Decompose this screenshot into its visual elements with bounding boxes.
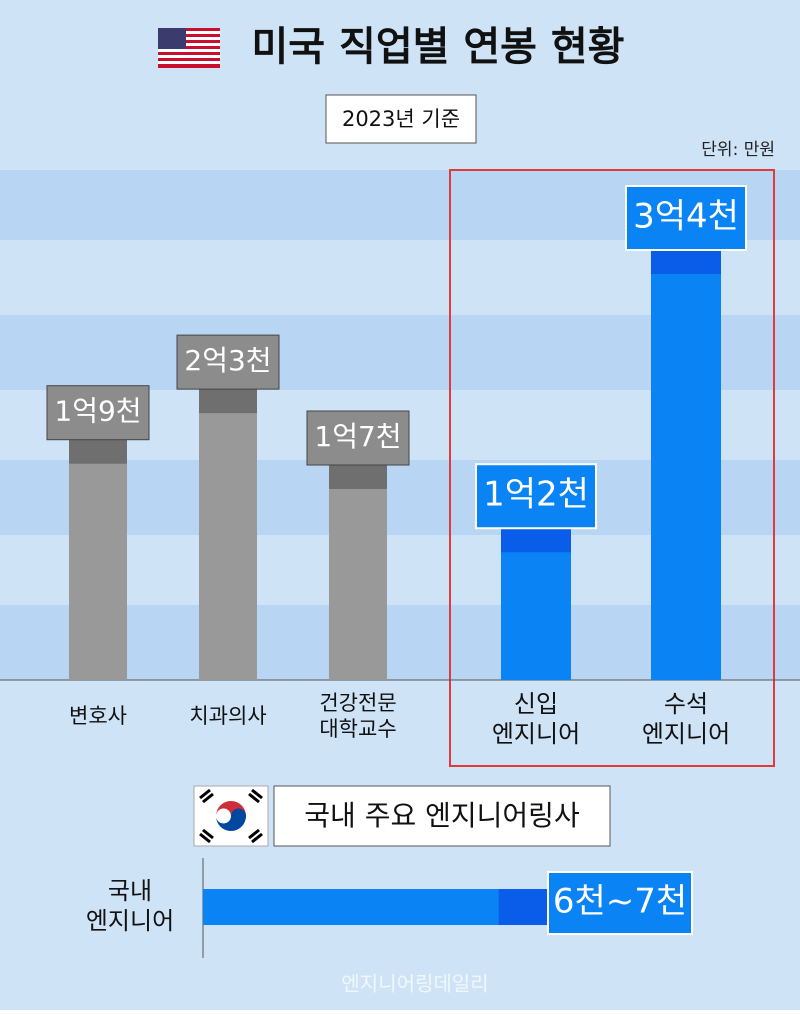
bar bbox=[501, 528, 571, 680]
us-flag bbox=[158, 28, 220, 68]
value-label-box bbox=[306, 410, 410, 466]
section-box bbox=[273, 785, 611, 847]
bar-cap bbox=[501, 528, 571, 553]
value-label-box bbox=[475, 463, 597, 530]
watermark: 엔지니어링데일리 bbox=[341, 972, 488, 996]
bar bbox=[329, 465, 387, 680]
unit: 단위: 만원 bbox=[701, 140, 775, 160]
bar-cap bbox=[651, 250, 721, 274]
section-title: 국내 주요 엔지니어링사 bbox=[304, 799, 579, 832]
value-label-box bbox=[547, 871, 693, 935]
range-segment bbox=[498, 889, 548, 925]
value-label: 2억3천 bbox=[184, 344, 271, 377]
value-label-box bbox=[625, 185, 747, 251]
value-label-box bbox=[176, 334, 280, 390]
value-label: 1억9천 bbox=[54, 395, 141, 428]
value-label: 3억4천 bbox=[633, 197, 739, 237]
category-label: 변호사 bbox=[69, 704, 127, 728]
category-label: 치과의사 bbox=[189, 704, 266, 728]
bar-cap bbox=[329, 465, 387, 489]
highlight-box bbox=[449, 169, 775, 767]
bar-cap bbox=[199, 389, 257, 414]
category-label: 신입 엔지니어 bbox=[492, 690, 580, 748]
category-label: 수석 엔지니어 bbox=[642, 690, 730, 748]
bar bbox=[651, 250, 721, 680]
bar bbox=[199, 389, 257, 680]
bar-cap bbox=[69, 439, 127, 464]
value-label: 1억2천 bbox=[483, 475, 589, 515]
value-label-box bbox=[46, 385, 150, 441]
category-label: 국내 엔지니어 bbox=[86, 877, 174, 935]
kr-flag bbox=[193, 785, 269, 847]
subtitle-box bbox=[325, 94, 477, 144]
title: 미국 직업별 연봉 현황 bbox=[252, 24, 625, 70]
subtitle: 2023년 기준 bbox=[342, 107, 460, 131]
bar bbox=[203, 889, 548, 925]
value-label: 6천~7천 bbox=[553, 882, 687, 922]
bar bbox=[69, 439, 127, 680]
category-label: 건강전문 대학교수 bbox=[319, 691, 396, 741]
value-label: 1억7천 bbox=[314, 420, 401, 453]
